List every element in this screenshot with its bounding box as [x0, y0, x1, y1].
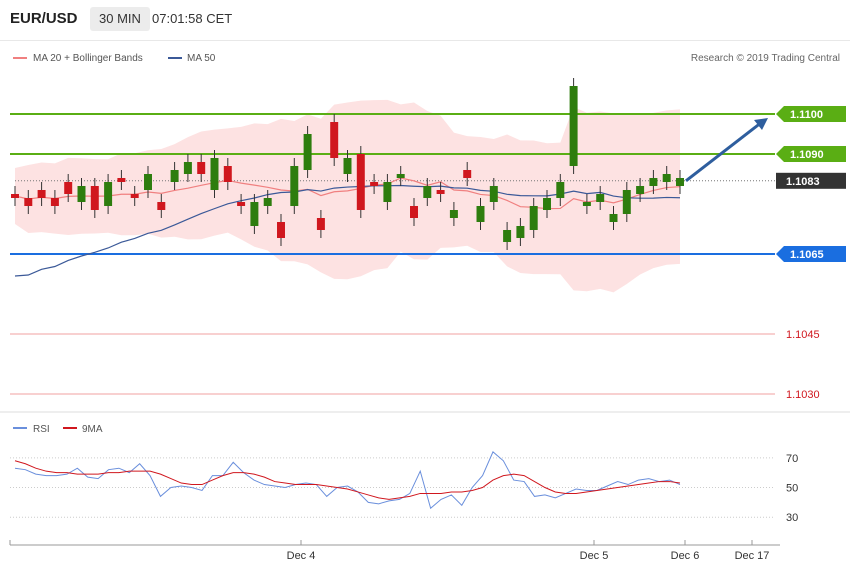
chart-header: EUR/USD 30 MIN 07:01:58 CET — [0, 0, 850, 40]
rsi-ma-line — [14, 460, 681, 500]
currency-pair: EUR/USD — [10, 10, 78, 27]
clock-time: 07:01:58 CET — [152, 11, 233, 26]
secondary-level-label: 1.1045 — [786, 329, 820, 341]
up-candle — [303, 134, 312, 170]
down-candle — [130, 194, 139, 198]
bollinger-band-layer — [15, 99, 680, 293]
down-candle — [223, 166, 232, 182]
down-candle — [463, 170, 472, 178]
up-candle — [596, 194, 605, 202]
up-candle — [516, 226, 525, 238]
down-candle — [237, 202, 246, 206]
bollinger-band-area — [15, 99, 680, 293]
up-candle — [170, 170, 179, 182]
candles-layer — [11, 78, 684, 250]
up-candle — [77, 186, 86, 202]
resistance-level-tag — [776, 106, 846, 122]
up-candle — [569, 86, 578, 166]
resistance-level-tag — [776, 146, 846, 162]
down-candle — [436, 190, 445, 194]
up-candle — [543, 198, 551, 210]
x-axis-tick-label: Dec 4 — [287, 550, 316, 562]
price-level-tags: 1.1100 1.1090 1.1083 1.1065 1.1045 1.1030 — [776, 106, 846, 401]
up-candle — [263, 198, 272, 206]
up-candle — [449, 210, 458, 218]
up-candle — [250, 202, 259, 226]
up-candle — [649, 178, 658, 186]
up-candle — [529, 206, 538, 230]
down-candle — [197, 162, 206, 174]
up-candle — [556, 182, 565, 198]
down-candle — [24, 198, 33, 206]
ma20-legend-label: MA 20 + Bollinger Bands — [33, 53, 143, 64]
up-candle — [662, 174, 671, 182]
x-axis-ticks: Dec 4 Dec 5 Dec 6 Dec 17 — [9, 540, 770, 562]
up-candle — [210, 158, 219, 190]
support-level-tag — [776, 246, 846, 262]
up-candle — [609, 214, 618, 222]
up-candle — [183, 162, 192, 174]
up-candle — [636, 186, 645, 194]
support-level-tag-label: 1.1065 — [790, 249, 824, 261]
down-candle — [117, 178, 126, 182]
rsi-tick-label: 50 — [786, 483, 798, 495]
x-axis-tick-label: Dec 17 — [735, 550, 770, 562]
down-candle — [330, 122, 339, 158]
up-candle — [290, 166, 299, 206]
x-axis-tick-label: Dec 6 — [671, 550, 700, 562]
up-candle — [343, 158, 352, 174]
down-candle — [37, 190, 46, 198]
arrow-shaft — [685, 120, 763, 182]
down-candle — [410, 206, 418, 218]
down-candle — [50, 198, 59, 206]
rsi-tick-label: 70 — [786, 453, 798, 465]
ma50-legend-label: MA 50 — [187, 53, 216, 64]
up-candle — [104, 182, 113, 206]
current-price-tag — [776, 172, 846, 189]
x-axis-tick-label: Dec 5 — [580, 550, 609, 562]
timeframe-selector[interactable]: 30 MIN — [90, 7, 150, 31]
level-lines-layer — [10, 113, 775, 395]
resistance-level-tag-label: 1.1090 — [790, 149, 824, 161]
up-candle — [622, 190, 631, 214]
down-candle — [356, 154, 365, 210]
down-candle — [90, 186, 99, 210]
up-candle — [423, 186, 432, 198]
rsi-lines — [14, 451, 681, 510]
secondary-level-label: 1.1030 — [786, 389, 820, 401]
up-candle — [383, 182, 392, 202]
down-candle — [316, 218, 325, 230]
arrow-head — [754, 118, 768, 130]
up-candle — [676, 178, 684, 186]
down-candle — [11, 194, 19, 198]
rsi-line — [14, 451, 681, 510]
up-candle — [503, 230, 512, 242]
up-candle — [582, 202, 591, 206]
rsi-ma-legend-label: 9MA — [82, 424, 103, 435]
up-candle — [476, 206, 485, 222]
resistance-level-tag-label: 1.1100 — [790, 109, 823, 121]
research-credit: Research © 2019 Trading Central — [691, 53, 840, 64]
up-candle — [489, 186, 498, 202]
ma50-line — [14, 184, 681, 277]
down-candle — [370, 182, 379, 186]
rsi-legend-label: RSI — [33, 424, 50, 435]
rsi-tick-label: 30 — [786, 512, 798, 524]
rsi-grid: 70 50 30 — [10, 453, 798, 524]
ma20-line — [14, 177, 681, 210]
header-divider — [0, 40, 850, 41]
down-candle — [277, 222, 285, 238]
moving-average-layer — [14, 177, 681, 277]
current-price-tag-label: 1.1083 — [786, 176, 820, 188]
down-candle — [64, 182, 73, 194]
down-candle — [157, 202, 166, 210]
up-candle — [396, 174, 405, 178]
forecast-arrow — [685, 118, 768, 182]
up-candle — [144, 174, 152, 190]
